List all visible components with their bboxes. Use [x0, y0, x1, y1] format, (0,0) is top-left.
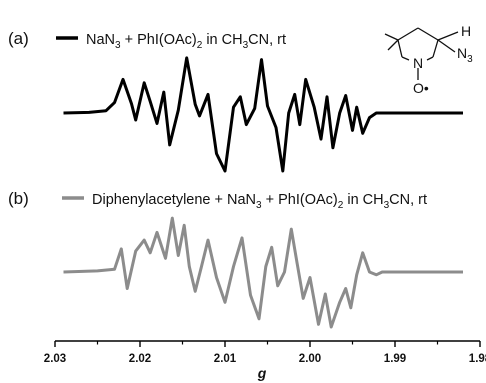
x-tick-label: 2.02 [129, 353, 151, 365]
dmpo-azide-adduct-structure [384, 27, 459, 80]
panel-b-label: (b) [8, 189, 29, 208]
spectrum-b-line [63, 216, 463, 329]
x-axis-title: g [257, 365, 267, 381]
legend-b-text: Diphenylacetylene + NaN3 + PhI(OAc)2 in … [92, 192, 427, 211]
molecule-o-radical: O• [413, 80, 429, 96]
x-axis-ticks: 2.03 2.02 2.01 2.00 1.99 1.98 [44, 341, 486, 365]
molecule-h: H [461, 23, 471, 39]
x-tick-label: 1.98 [469, 353, 486, 365]
panel-a-label: (a) [8, 29, 29, 48]
x-tick-label: 2.03 [44, 353, 66, 365]
molecule-n3: N3 [457, 45, 473, 65]
x-tick-label: 1.99 [384, 353, 406, 365]
legend-a-text: NaN3 + PhI(OAc)2 in CH3CN, rt [86, 32, 286, 51]
molecule-ring-n: N [413, 55, 423, 71]
x-tick-label: 2.01 [214, 353, 237, 365]
spectrum-a-line [63, 56, 463, 173]
x-tick-label: 2.00 [299, 353, 321, 365]
